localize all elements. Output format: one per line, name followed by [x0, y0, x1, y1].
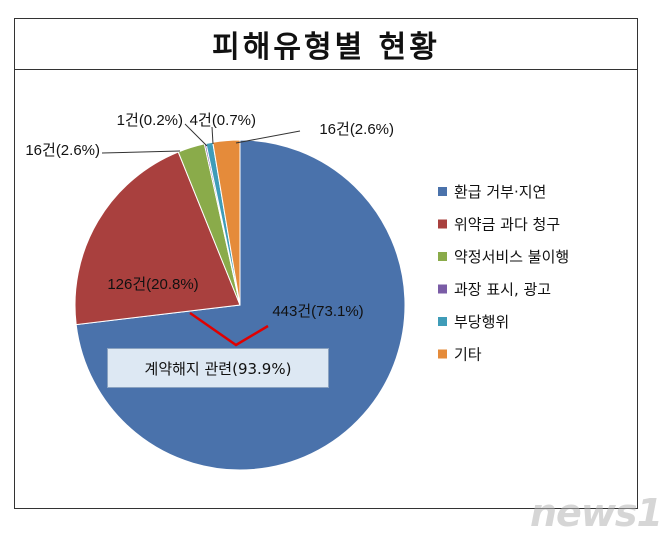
chart-title: 피해유형별 현황 [212, 29, 440, 65]
pie-slice [74, 151, 241, 326]
news1-watermark: news1 [530, 491, 663, 535]
legend-label: 기타 [454, 346, 482, 364]
data-label: 443건(73.1%) [272, 303, 363, 320]
legend-swatch [438, 219, 447, 229]
leader-line [184, 123, 208, 147]
callout-box: 계약해지 관련(93.9%) [107, 348, 329, 388]
legend-label: 환급 거부·지연 [454, 183, 546, 201]
legend-swatch [438, 252, 447, 261]
legend-swatch [438, 317, 447, 326]
legend-label: 위약금 과다 청구 [454, 216, 560, 234]
legend-label: 과장 표시, 광고 [454, 281, 551, 299]
leader-line [235, 130, 301, 144]
callout-text: 계약해지 관련(93.9%) [144, 359, 292, 378]
data-label: 16건(2.6%) [319, 121, 394, 138]
data-label: 4건(0.7%) [190, 112, 256, 129]
legend-label: 약정서비스 불이행 [454, 248, 569, 266]
title-box: 피해유형별 현황 [14, 18, 638, 70]
leader-line [211, 126, 214, 145]
legend-label: 부당행위 [454, 313, 509, 331]
leader-line [101, 150, 181, 154]
legend-swatch [438, 187, 447, 196]
callout-connector [189, 311, 269, 347]
data-label: 1건(0.2%) [117, 112, 183, 129]
legend-swatch [438, 284, 447, 294]
data-label: 16건(2.6%) [25, 142, 100, 159]
legend-swatch [438, 349, 447, 359]
data-label: 126건(20.8%) [107, 276, 198, 293]
